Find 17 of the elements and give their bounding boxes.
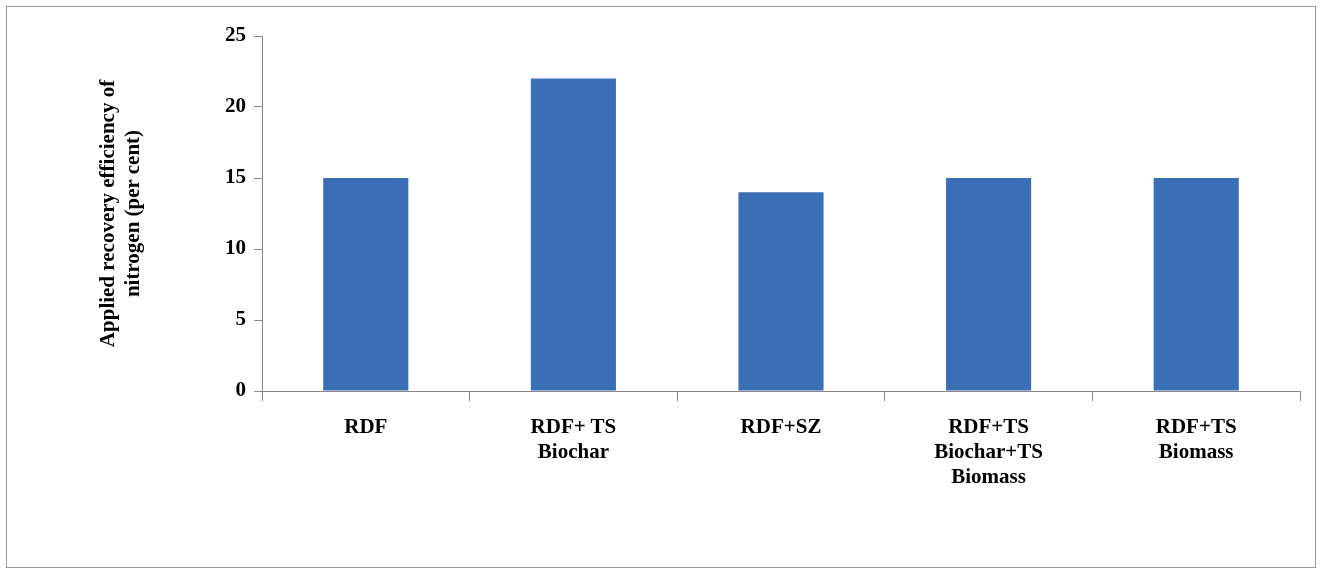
bar	[1153, 178, 1239, 391]
y-tick-label: 25	[225, 22, 246, 47]
bar	[738, 192, 824, 391]
y-tick-label: 0	[235, 377, 246, 402]
x-tick-label: RDF+TS Biomass	[1155, 414, 1237, 464]
y-tick-label: 15	[225, 164, 246, 189]
bar	[530, 78, 616, 391]
x-tick-label: RDF+TS Biochar+TS Biomass	[934, 414, 1044, 489]
y-tick-label: 10	[225, 235, 246, 260]
bar	[946, 178, 1032, 391]
y-tick-label: 5	[235, 306, 246, 331]
x-tick-label: RDF	[344, 414, 388, 439]
x-tick-label: RDF+ TS Biochar	[530, 414, 617, 464]
y-tick-label: 20	[225, 93, 246, 118]
bar	[323, 178, 409, 391]
x-tick-label: RDF+SZ	[740, 414, 822, 439]
y-axis-title: Applied recovery efficiency of nitrogen (per cent)	[95, 78, 145, 348]
